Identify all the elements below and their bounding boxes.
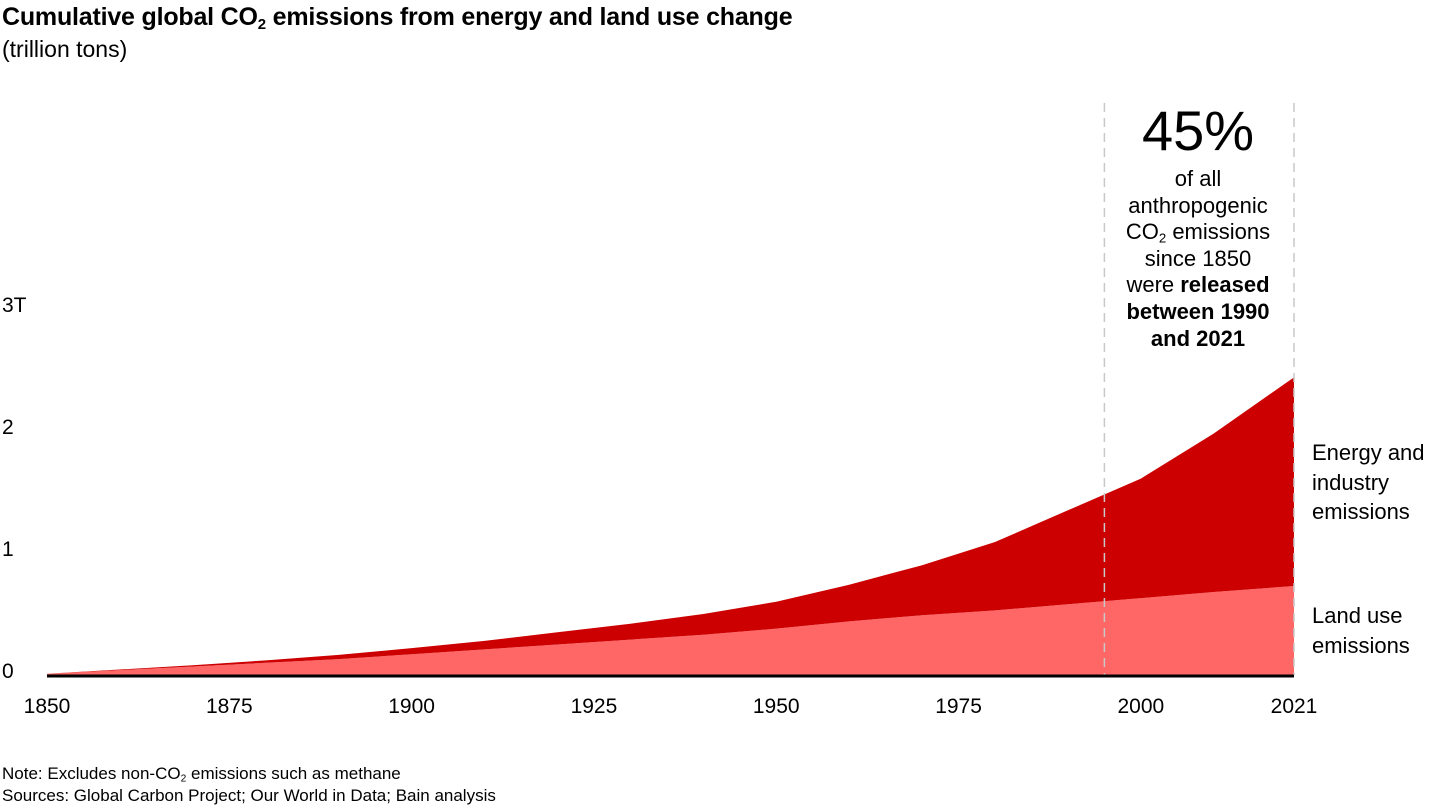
y-tick-label: 0	[2, 660, 14, 683]
land-use-area	[47, 585, 1294, 675]
y-tick-label: 1	[2, 538, 14, 561]
callout-line: since 1850	[1144, 245, 1252, 271]
callout-line: and 2021	[1150, 325, 1246, 351]
callout-line: of all	[1174, 166, 1222, 191]
chart-subtitle: (trillion tons)	[2, 36, 128, 62]
x-tick-label: 1900	[388, 695, 435, 718]
energy-area	[47, 377, 1294, 674]
x-tick-label: 2000	[1118, 695, 1165, 718]
sources: Sources: Global Carbon Project; Our Worl…	[2, 786, 496, 805]
land-use-series-label: Land use emissions	[1312, 603, 1410, 658]
y-tick-label: 2	[2, 416, 14, 439]
energy-series-label: Energy and industry emissions	[1312, 440, 1425, 524]
chart-title: Cumulative global CO2 emissions from ene…	[2, 3, 793, 33]
callout-text: of all anthropogenic CO2 emissions since…	[1101, 166, 1295, 352]
callout: 45% of all anthropogenic CO2 emissions s…	[1101, 96, 1295, 352]
callout-line: anthropogenic	[1128, 192, 1268, 218]
x-tick-label: 2021	[1271, 695, 1318, 718]
callout-line: CO2 emissions	[1125, 219, 1271, 246]
x-tick-label: 1950	[753, 695, 800, 718]
footnote: Note: Excludes non-CO2 emissions such as…	[2, 764, 401, 785]
callout-line: between 1990	[1126, 298, 1270, 324]
x-tick-label: 1875	[206, 695, 253, 718]
callout-line: were released	[1126, 272, 1270, 298]
y-tick-label: 3T	[2, 294, 27, 317]
x-tick-label: 1925	[571, 695, 618, 718]
callout-percent: 45%	[1141, 99, 1255, 162]
x-tick-label: 1850	[24, 695, 71, 718]
x-tick-label: 1975	[935, 695, 982, 718]
